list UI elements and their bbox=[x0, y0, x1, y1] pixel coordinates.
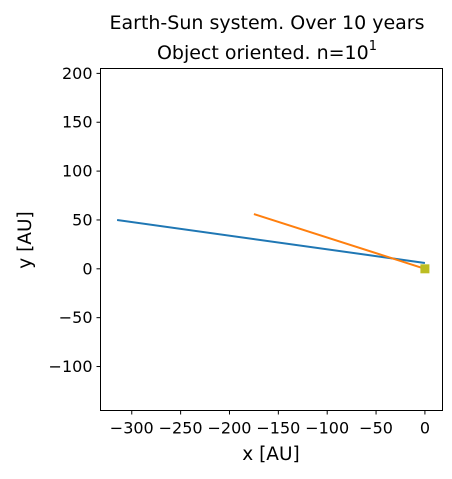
chart-title-line2-exponent: 1 bbox=[369, 39, 377, 54]
x-tick-label: −50 bbox=[359, 419, 393, 438]
x-tick-label: 0 bbox=[420, 419, 430, 438]
y-tick-label: 200 bbox=[62, 64, 93, 83]
x-axis-label: x [AU] bbox=[242, 444, 299, 465]
x-tick-label: −250 bbox=[159, 419, 203, 438]
x-tick-label: −200 bbox=[208, 419, 252, 438]
series-line-1 bbox=[116, 218, 426, 264]
x-tick-label: −100 bbox=[305, 419, 349, 438]
y-tick-label: 50 bbox=[72, 210, 92, 229]
y-tick-label: 100 bbox=[62, 162, 93, 181]
axis-ticks: −300 −250 −200 −150 −100 −50 0 −100 −50 0 50 100 150… bbox=[49, 64, 430, 438]
x-tick-label: −150 bbox=[256, 419, 300, 438]
series-line-2 bbox=[253, 213, 426, 270]
plot-area bbox=[116, 213, 430, 274]
axes-frame bbox=[100, 68, 443, 411]
y-tick-label: −50 bbox=[59, 308, 93, 327]
y-axis-label: y [AU] bbox=[15, 211, 36, 268]
y-tick-label: 150 bbox=[62, 113, 93, 132]
y-tick-label: −100 bbox=[49, 357, 93, 376]
chart-title-line2: Object oriented. n=101 bbox=[157, 39, 377, 64]
chart-title-line2-main: Object oriented. n=10 bbox=[157, 42, 369, 64]
chart-title-line1: Earth-Sun system. Over 10 years bbox=[109, 12, 424, 34]
y-tick-label: 0 bbox=[82, 259, 92, 278]
sun-marker-1 bbox=[420, 264, 430, 274]
x-tick-label: −300 bbox=[110, 419, 154, 438]
